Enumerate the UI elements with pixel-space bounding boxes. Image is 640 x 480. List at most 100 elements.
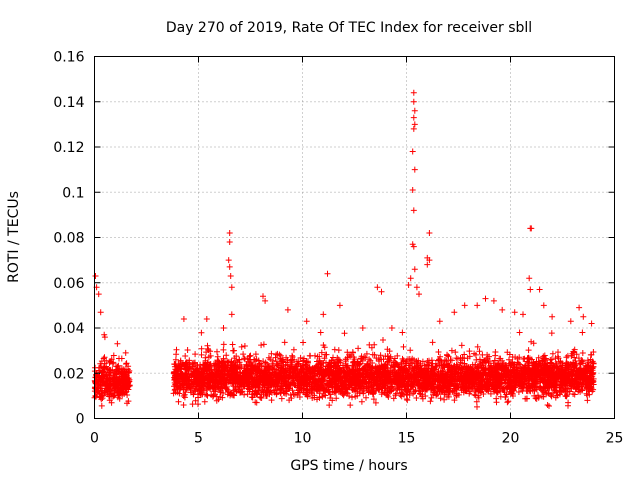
data-point [174, 379, 181, 385]
data-point [446, 364, 453, 371]
data-point [303, 362, 310, 369]
data-point [559, 362, 566, 368]
data-point [173, 351, 180, 358]
data-point [281, 339, 288, 346]
data-point [386, 388, 393, 394]
data-point [501, 368, 508, 375]
data-point [260, 376, 267, 383]
data-point [326, 389, 333, 396]
data-point [360, 390, 367, 397]
data-point [278, 366, 285, 372]
data-point [394, 352, 401, 359]
data-point [258, 342, 265, 349]
data-point [427, 398, 434, 405]
data-point [535, 392, 541, 399]
data-point [453, 390, 460, 397]
data-point [215, 368, 221, 375]
data-point [527, 388, 534, 395]
data-point [532, 375, 539, 381]
data-point [260, 391, 267, 398]
data-point [341, 390, 347, 397]
data-point [244, 372, 250, 379]
data-point [447, 375, 454, 382]
data-point [551, 381, 558, 388]
data-point [203, 391, 210, 398]
data-point [580, 381, 587, 388]
data-point [254, 367, 261, 374]
data-point [409, 365, 416, 372]
data-point [441, 396, 448, 403]
data-point [551, 373, 558, 380]
data-point [259, 386, 266, 392]
data-point [182, 353, 189, 359]
data-point [394, 361, 401, 368]
data-point [300, 339, 307, 346]
data-point [423, 377, 430, 384]
data-point [474, 403, 480, 410]
data-point [585, 382, 592, 389]
data-point [268, 379, 275, 386]
data-point [245, 358, 252, 365]
data-point [498, 363, 505, 370]
data-point [241, 391, 248, 398]
data-point [278, 358, 285, 365]
data-point [590, 363, 597, 370]
data-point [310, 379, 317, 386]
data-point [507, 386, 514, 392]
data-point [123, 385, 130, 392]
data-point [336, 387, 342, 393]
data-point [348, 382, 355, 389]
data-point [376, 356, 383, 363]
data-point [283, 377, 290, 384]
data-point [224, 364, 231, 371]
data-point [573, 384, 580, 391]
data-point [383, 391, 390, 398]
data-point [435, 381, 442, 388]
data-point [368, 365, 375, 372]
data-point [328, 357, 335, 364]
data-point [397, 373, 404, 380]
data-point [423, 382, 430, 389]
data-point [238, 343, 245, 350]
data-point [496, 383, 503, 390]
data-point [180, 402, 187, 408]
data-point [571, 346, 578, 353]
data-point [411, 378, 418, 385]
data-point [583, 363, 590, 370]
data-point [530, 363, 537, 369]
data-point [558, 370, 565, 377]
data-point [462, 368, 468, 375]
data-point [374, 376, 380, 383]
data-point [567, 380, 574, 387]
data-point [351, 386, 358, 393]
data-point [230, 363, 237, 370]
data-point [198, 370, 205, 376]
data-point [334, 371, 341, 378]
data-point [239, 370, 246, 377]
data-point [387, 388, 394, 395]
data-point [312, 352, 318, 359]
data-point [386, 368, 392, 375]
data-point [576, 379, 583, 386]
data-point [386, 348, 393, 355]
data-point [557, 388, 564, 394]
data-point [472, 392, 479, 399]
data-point [111, 390, 118, 397]
data-point [459, 357, 465, 364]
data-point [222, 385, 229, 392]
data-point [482, 381, 489, 388]
data-point [318, 349, 325, 356]
data-point [444, 380, 451, 387]
data-point [126, 367, 133, 374]
data-point [343, 386, 350, 393]
data-point [126, 376, 133, 383]
data-point [99, 368, 106, 375]
data-point [222, 377, 229, 384]
data-point [281, 368, 287, 375]
data-point [212, 378, 219, 384]
data-point [125, 380, 131, 387]
data-point [195, 401, 201, 408]
data-point [324, 363, 331, 370]
data-point [542, 383, 549, 390]
data-point [500, 385, 507, 392]
